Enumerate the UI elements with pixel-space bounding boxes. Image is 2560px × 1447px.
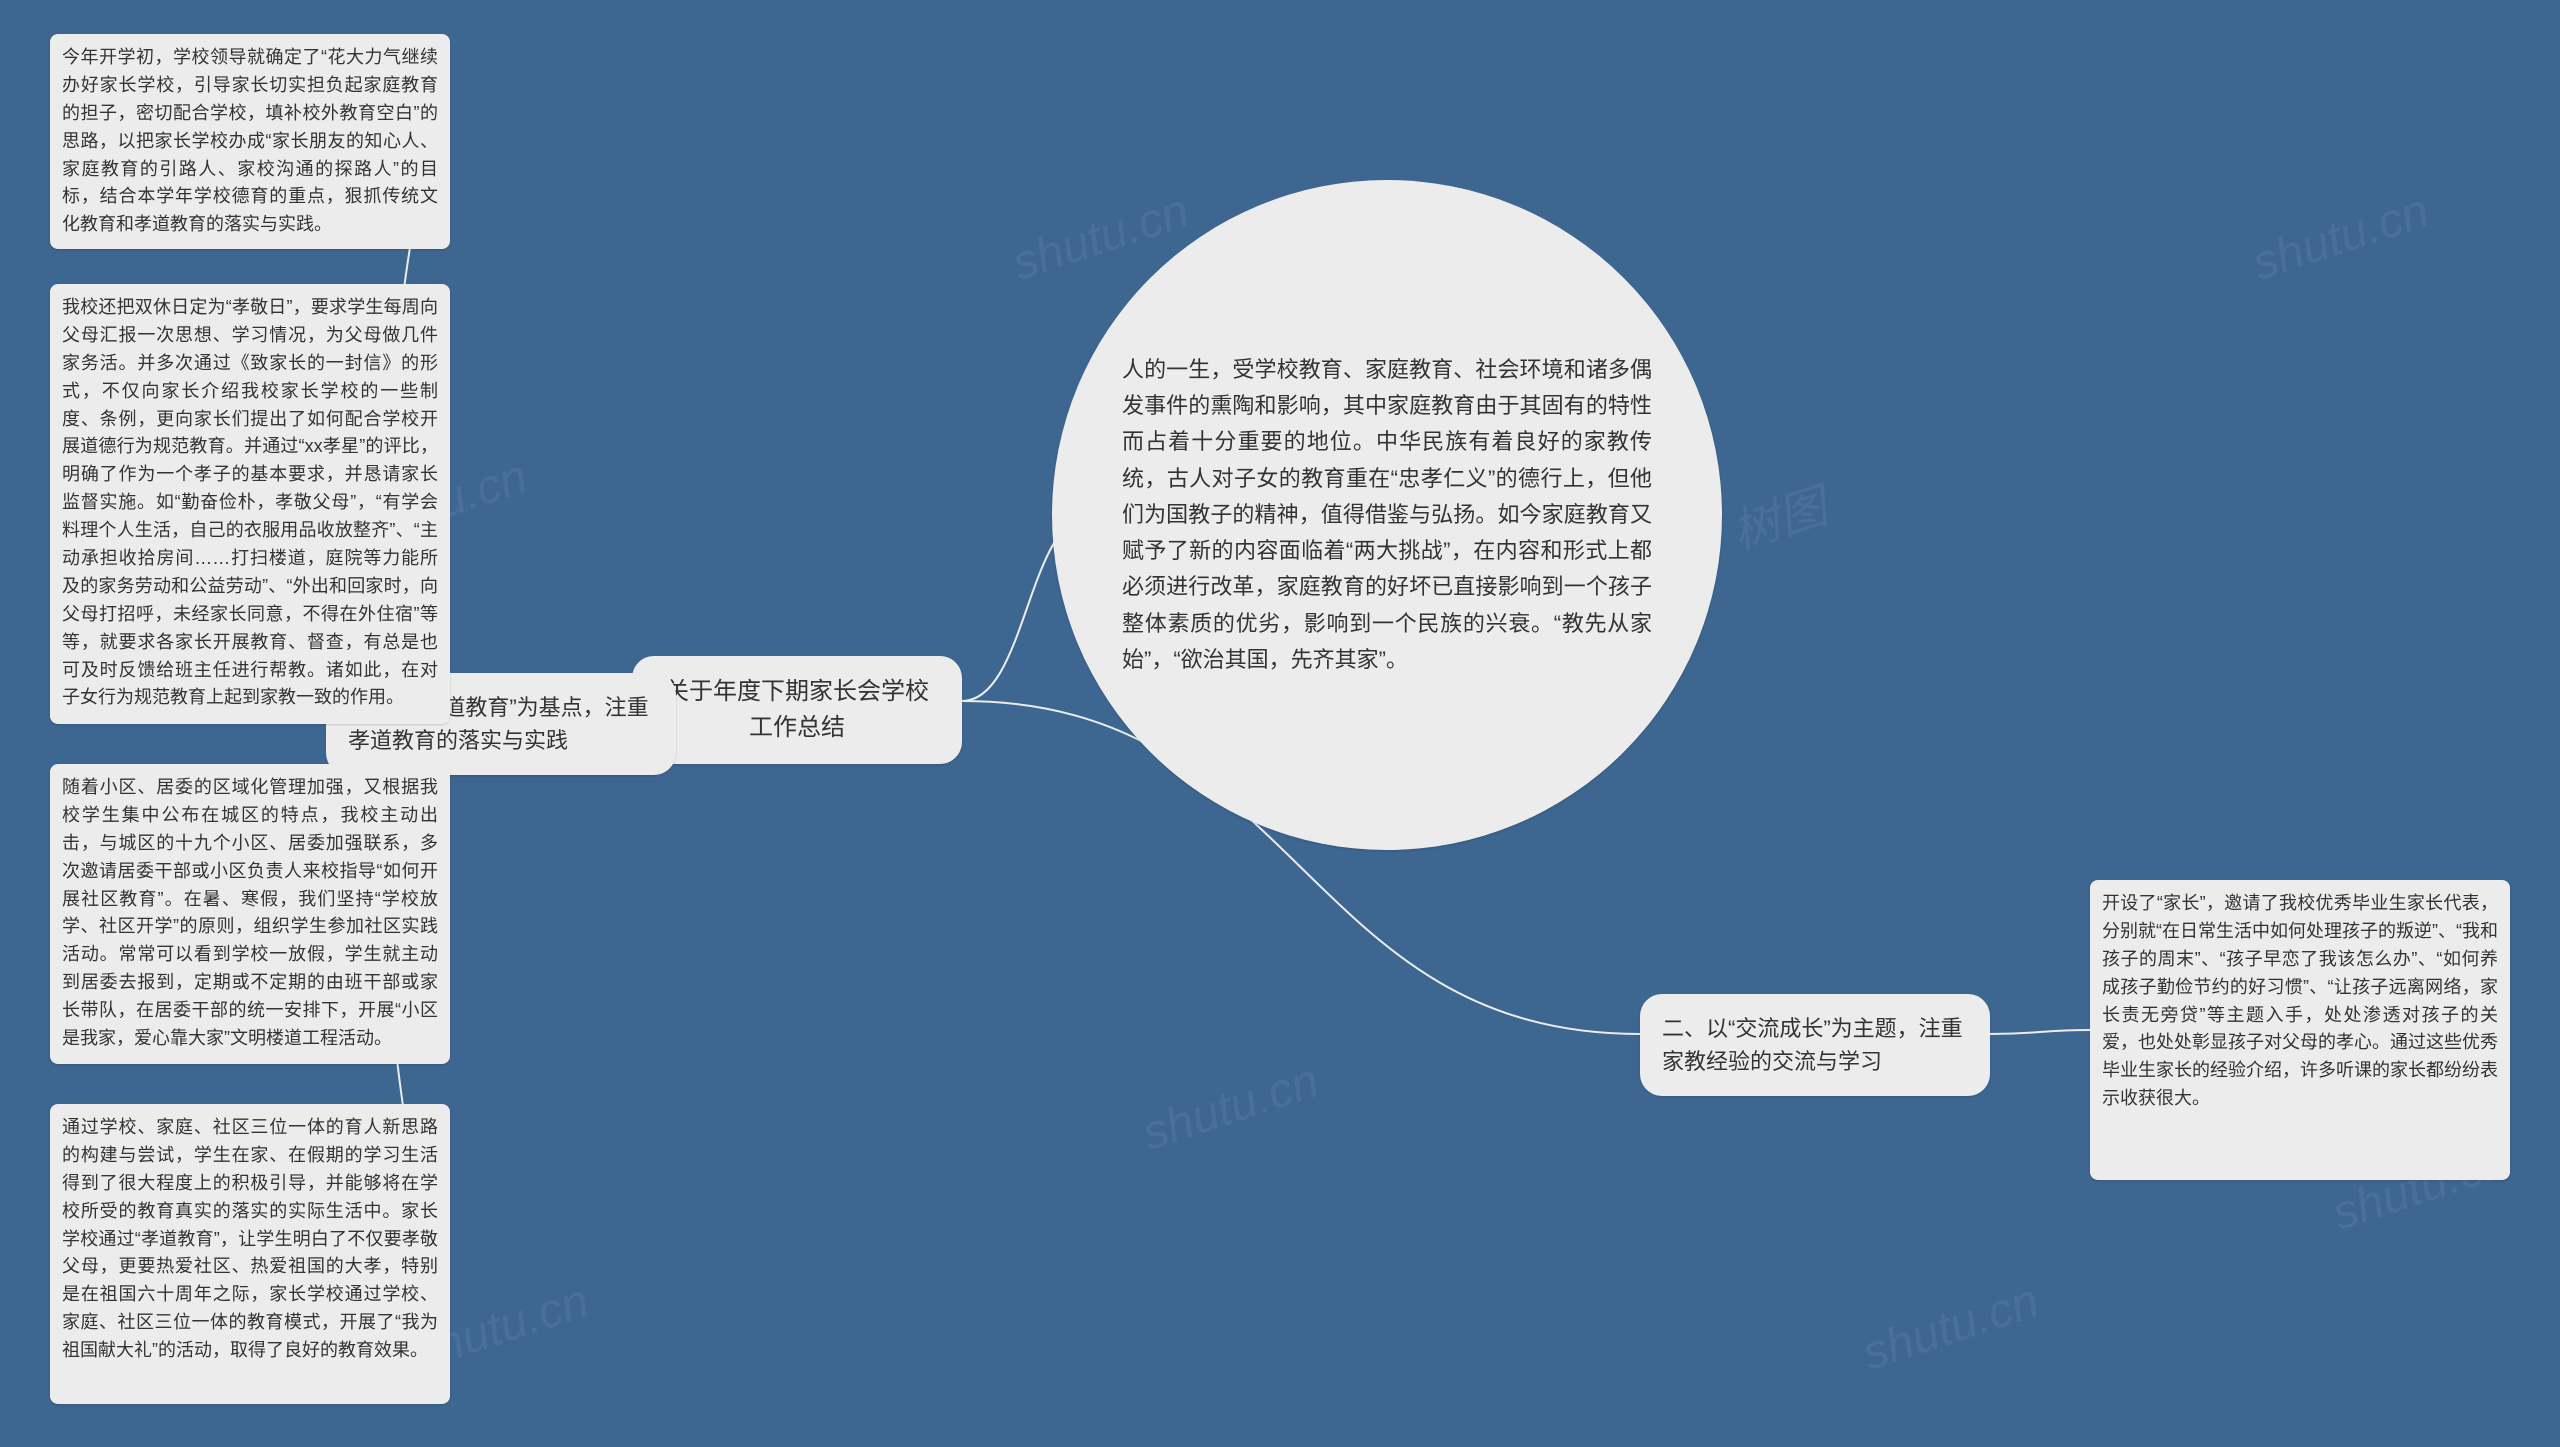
branch-1-leaf-1[interactable]: 我校还把双休日定为“孝敬日”，要求学生每周向父母汇报一次思想、学习情况，为父母做… — [50, 284, 450, 724]
branch-2[interactable]: 二、以“交流成长”为主题，注重家教经验的交流与学习 — [1640, 994, 1990, 1096]
branch-1-leaf-3[interactable]: 通过学校、家庭、社区三位一体的育人新思路的构建与尝试，学生在家、在假期的学习生活… — [50, 1104, 450, 1404]
leaf-text: 开设了“家长”，邀请了我校优秀毕业生家长代表，分别就“在日常生活中如何处理孩子的… — [2102, 893, 2498, 1108]
leaf-text: 今年开学初，学校领导就确定了“花大力气继续办好家长学校，引导家长切实担负起家庭教… — [62, 47, 438, 234]
leaf-text: 我校还把双休日定为“孝敬日”，要求学生每周向父母汇报一次思想、学习情况，为父母做… — [62, 297, 438, 707]
branch-1-leaf-0[interactable]: 今年开学初，学校领导就确定了“花大力气继续办好家长学校，引导家长切实担负起家庭教… — [50, 34, 450, 249]
intro-text: 人的一生，受学校教育、家庭教育、社会环境和诸多偶发事件的熏陶和影响，其中家庭教育… — [1122, 352, 1652, 679]
leaf-text: 通过学校、家庭、社区三位一体的育人新思路的构建与尝试，学生在家、在假期的学习生活… — [62, 1117, 438, 1360]
center-text: 关于年度下期家长会学校工作总结 — [665, 674, 929, 746]
center-node[interactable]: 关于年度下期家长会学校工作总结 — [632, 656, 962, 764]
branch-2-leaf-0[interactable]: 开设了“家长”，邀请了我校优秀毕业生家长代表，分别就“在日常生活中如何处理孩子的… — [2090, 880, 2510, 1180]
intro-ellipse[interactable]: 人的一生，受学校教育、家庭教育、社会环境和诸多偶发事件的熏陶和影响，其中家庭教育… — [1052, 180, 1722, 850]
leaf-text: 随着小区、居委的区域化管理加强，又根据我校学生集中公布在城区的特点，我校主动出击… — [62, 777, 438, 1048]
branch-1-leaf-2[interactable]: 随着小区、居委的区域化管理加强，又根据我校学生集中公布在城区的特点，我校主动出击… — [50, 764, 450, 1064]
branch-2-text: 二、以“交流成长”为主题，注重家教经验的交流与学习 — [1662, 1016, 1963, 1074]
